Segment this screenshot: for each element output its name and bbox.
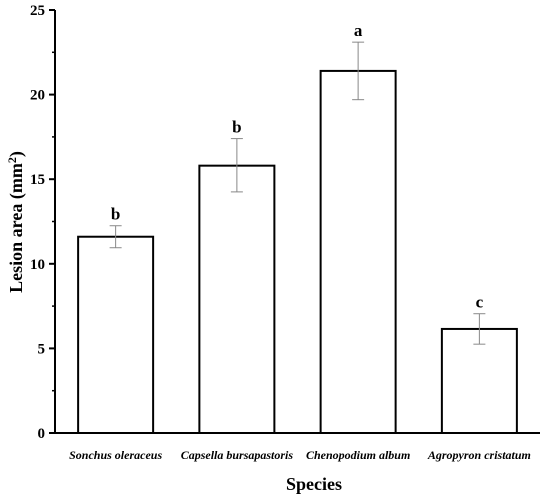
significance-label: a	[354, 21, 363, 40]
significance-label: b	[232, 118, 241, 137]
bar	[440, 327, 518, 434]
bar	[319, 69, 397, 435]
y-tick-label: 0	[38, 426, 46, 442]
y-tick-label: 10	[30, 257, 45, 273]
bar	[198, 164, 276, 434]
y-tick-label: 5	[38, 341, 46, 357]
bars-group	[77, 69, 518, 435]
y-axis: 0 5 10 15 20 25	[30, 3, 56, 442]
y-tick-label: 20	[30, 88, 45, 104]
y-axis-title: Lesion area (mm2)	[5, 151, 27, 293]
error-bars-group	[109, 41, 486, 345]
x-tick-label: Capsella bursapastoris	[181, 448, 294, 462]
significance-label: b	[111, 205, 120, 224]
significance-label: c	[476, 293, 484, 312]
x-tick-label: Agropyron cristatum	[427, 448, 531, 462]
significance-labels-group: b b a c	[111, 21, 484, 312]
y-tick-label: 15	[30, 172, 45, 188]
category-labels-group: Sonchus oleraceus Capsella bursapastoris C…	[69, 448, 531, 462]
y-axis-title-main: Lesion area (mm	[6, 163, 27, 293]
bar	[77, 235, 155, 434]
y-axis-title-superscript: 2	[5, 157, 19, 163]
x-tick-label: Sonchus oleraceus	[69, 448, 162, 462]
y-tick-label: 25	[30, 3, 45, 19]
x-axis-title: Species	[286, 474, 342, 494]
y-axis-title-end: )	[6, 151, 27, 157]
x-tick-label: Chenopodium album	[306, 448, 410, 462]
